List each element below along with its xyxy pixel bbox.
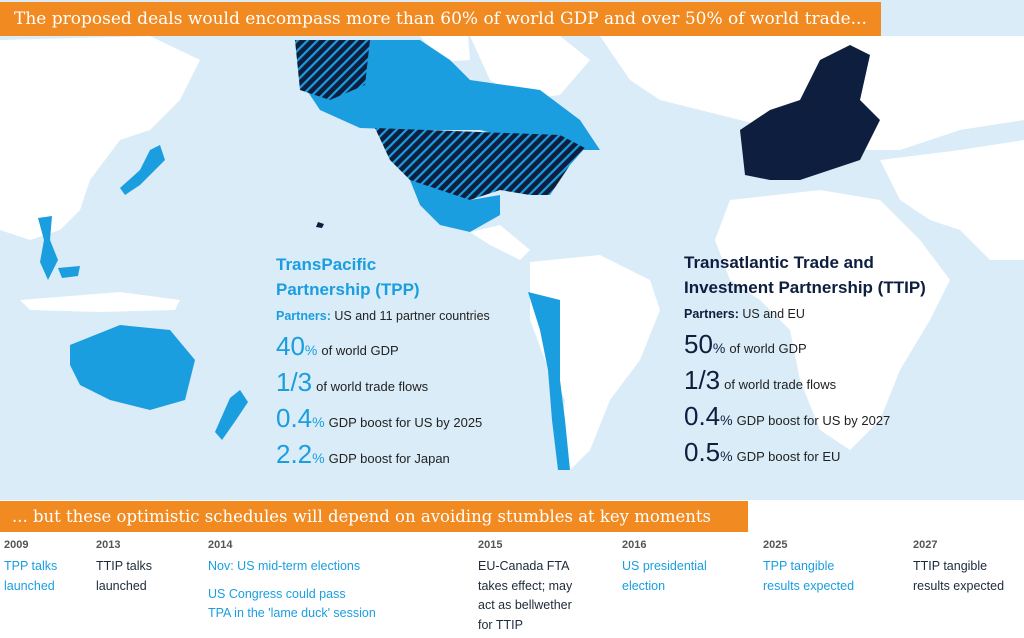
vietnam-shape (38, 216, 58, 280)
japan-shape (120, 145, 165, 195)
east-asia-left-shape (0, 36, 200, 240)
stat-unit: % (312, 450, 325, 466)
timeline-2009: 2009 TPP talks launched (4, 537, 57, 596)
timeline-year: 2027 (913, 539, 938, 551)
ttip-stat-trade-flows: 1/3 of world trade flows (684, 363, 926, 399)
stat-value: 2.2 (276, 439, 313, 469)
arctic-islands-shape (420, 36, 470, 62)
stat-value: 1/3 (684, 365, 721, 395)
timeline-year: 2013 (96, 539, 121, 551)
tpp-partners: Partners: US and 11 partner countries (276, 309, 490, 323)
stat-unit: % (720, 412, 733, 428)
timeline-event: TPP talks launched (4, 559, 58, 593)
south-america-shape (530, 255, 660, 470)
stat-label: GDP boost for US by 2025 (328, 415, 483, 430)
world-map (0, 0, 1024, 500)
greenland-shape (470, 36, 590, 100)
world-map-graphic (0, 36, 1024, 470)
timeline-2015: 2015 EU-Canada FTA takes effect; may act… (478, 537, 572, 635)
timeline-event: TTIP tangible results expected (913, 559, 1005, 593)
stat-label: of world GDP (321, 343, 399, 358)
tpp-partners-value: US and 11 partner countries (334, 309, 490, 323)
ttip-title-line1: Transatlantic Trade and (684, 253, 874, 272)
stat-value: 40 (276, 331, 305, 361)
tpp-stat-us-boost: 0.4% GDP boost for US by 2025 (276, 401, 490, 437)
stat-label: GDP boost for US by 2027 (736, 413, 891, 428)
stat-label: of world GDP (729, 341, 807, 356)
malaysia-shape (58, 266, 80, 278)
central-america-shape (470, 225, 530, 260)
canada-shape (295, 40, 600, 150)
hawaii-shape (316, 222, 324, 228)
timeline-event: US presidential election (622, 559, 707, 593)
timeline-year: 2016 (622, 539, 647, 551)
peru-chile-shape (528, 292, 570, 470)
tpp-panel: TransPacific Partnership (TPP) Partners:… (276, 252, 490, 473)
stat-unit: % (720, 448, 733, 464)
timeline-year: 2015 (478, 539, 503, 551)
alaska-shape (295, 40, 370, 100)
timeline-2014: 2014 Nov: US mid-term elections US Congr… (208, 537, 376, 624)
timeline-event: TTIP talks launched (96, 559, 153, 593)
africa-shape (715, 190, 950, 450)
timeline-event: TPP tangible results expected (763, 559, 855, 593)
usa-shape (375, 128, 585, 200)
stat-value: 0.4 (276, 403, 313, 433)
stat-value: 50 (684, 329, 713, 359)
headline-banner: The proposed deals would encompass more … (0, 2, 881, 36)
ttip-title: Transatlantic Trade and Investment Partn… (684, 250, 926, 300)
ttip-panel: Transatlantic Trade and Investment Partn… (684, 250, 926, 471)
tpp-stat-gdp-share: 40% of world GDP (276, 329, 490, 365)
australia-shape (70, 325, 195, 410)
timeline-2027: 2027 TTIP tangible results expected (913, 537, 1004, 596)
stat-unit: % (712, 340, 726, 356)
europe-shape (740, 45, 880, 180)
timeline-event: EU-Canada FTA takes effect; may act as b… (478, 559, 573, 632)
stat-value: 0.5 (684, 437, 721, 467)
stat-value: 1/3 (276, 367, 313, 397)
stat-value: 0.4 (684, 401, 721, 431)
timeline-2025: 2025 TPP tangible results expected (763, 537, 854, 596)
timeline-2013: 2013 TTIP talks launched (96, 537, 152, 596)
timeline-year: 2014 (208, 539, 233, 551)
timeline-year: 2009 (4, 539, 29, 551)
tpp-partners-label: Partners: (276, 309, 331, 323)
middle-east-shape (880, 140, 1024, 260)
ttip-partners-label: Partners: (684, 307, 739, 321)
tpp-title-line2: Partnership (TPP) (276, 280, 420, 299)
stat-label: of world trade flows (316, 379, 429, 394)
timeline-event: Nov: US mid-term elections (208, 559, 361, 573)
ttip-partners: Partners: US and EU (684, 307, 926, 321)
stat-label: GDP boost for EU (736, 449, 841, 464)
timeline-banner: ... but these optimistic schedules will … (0, 501, 748, 532)
timeline-year: 2025 (763, 539, 788, 551)
indonesia-shape (20, 292, 180, 312)
tpp-stat-trade-flows: 1/3 of world trade flows (276, 365, 490, 401)
stat-unit: % (312, 414, 325, 430)
tpp-stat-japan-boost: 2.2% GDP boost for Japan (276, 437, 490, 473)
tpp-title-line1: TransPacific (276, 255, 377, 274)
mexico-shape (410, 180, 500, 232)
timeline-event: US Congress could pass TPA in the 'lame … (208, 586, 376, 621)
stat-label: of world trade flows (724, 377, 837, 392)
timeline-2016: 2016 US presidential election (622, 537, 707, 596)
stat-label: GDP boost for Japan (328, 451, 450, 466)
ttip-title-line2: Investment Partnership (TTIP) (684, 278, 926, 297)
ttip-partners-value: US and EU (742, 307, 805, 321)
tpp-title: TransPacific Partnership (TPP) (276, 252, 490, 302)
ttip-stat-eu-boost: 0.5% GDP boost for EU (684, 435, 926, 471)
ttip-stat-gdp-share: 50% of world GDP (684, 327, 926, 363)
ttip-stat-us-boost: 0.4% GDP boost for US by 2027 (684, 399, 926, 435)
stat-unit: % (304, 342, 318, 358)
new-zealand-shape (215, 390, 248, 440)
